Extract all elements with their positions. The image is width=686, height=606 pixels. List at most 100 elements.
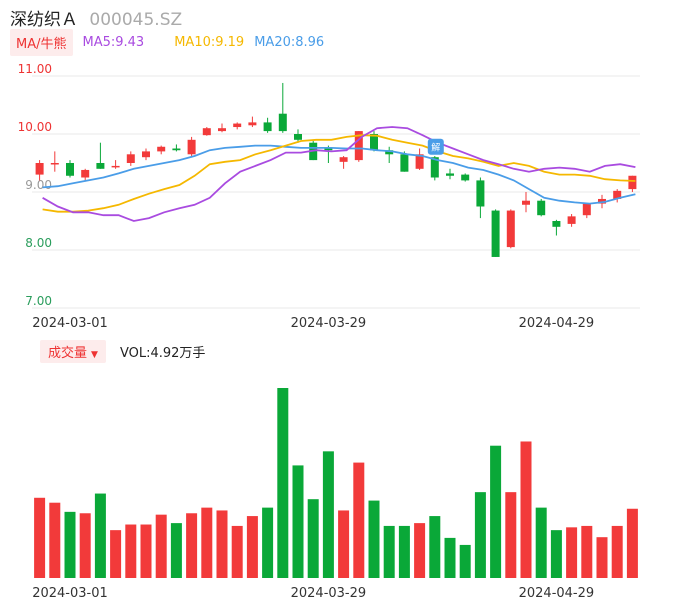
volume-bar: [246, 516, 258, 578]
volume-bar: [216, 510, 228, 578]
ma5-line: [42, 126, 636, 222]
candle-body: [111, 165, 120, 168]
volume-bar: [490, 445, 502, 578]
volume-bar: [520, 441, 532, 578]
candle-body: [233, 123, 242, 128]
volume-bar: [368, 500, 380, 578]
volume-bar: [186, 513, 198, 578]
unlock-badge[interactable]: 解: [427, 138, 444, 155]
volume-bar: [353, 462, 365, 578]
volume-bar: [505, 492, 517, 578]
candle-body: [582, 203, 591, 216]
candle-body: [81, 169, 90, 178]
candle-body: [446, 173, 454, 176]
candle-body: [172, 148, 181, 151]
volume-bar: [550, 530, 562, 578]
candle-body: [522, 200, 530, 205]
volume-bar: [596, 537, 608, 578]
unlock-badge-box: [427, 138, 444, 155]
price-x-axis-labels: 2024-03-01 2024-03-29 2024-04-29: [32, 316, 594, 331]
candle-body: [400, 154, 409, 172]
volume-bar: [155, 514, 167, 578]
volume-bar: [611, 525, 623, 578]
candle-body: [339, 157, 348, 162]
candle-body: [66, 163, 74, 176]
ma5-value: MA5:9.43: [82, 34, 145, 50]
candle-body: [476, 180, 485, 207]
volume-bar: [140, 524, 152, 578]
candle-body: [415, 154, 424, 169]
ma-legend-bar: MA/牛熊 MA5:9.43 MA10:9.19 MA20:8.96: [10, 28, 354, 56]
candle-body: [370, 134, 378, 151]
stock-title: 深纺织Ａ 000045.SZ: [10, 5, 182, 30]
ma20-line: [42, 144, 636, 205]
volume-toggle-label: 成交量: [48, 345, 88, 361]
volume-bar: [459, 544, 471, 578]
price-tick-label: 9.00: [25, 178, 52, 192]
volume-bar: [383, 525, 395, 578]
candlestick-series: [35, 82, 637, 257]
ma10-line: [42, 134, 636, 213]
volume-bar: [444, 537, 456, 578]
volume-bar: [94, 493, 106, 578]
candle-body: [567, 216, 576, 224]
volume-bar: [34, 497, 46, 578]
candle-body: [628, 175, 637, 190]
volume-bar: [338, 510, 350, 578]
price-tick-label: 7.00: [25, 294, 52, 308]
price-tick-label: 10.00: [18, 120, 52, 134]
volume-bar: [170, 523, 182, 578]
volume-bar: [414, 523, 426, 578]
candle-body: [187, 139, 196, 155]
candle-body: [324, 148, 333, 151]
price-grid: [32, 75, 640, 309]
candle-body: [552, 221, 561, 227]
candle-body: [157, 146, 166, 152]
candle-body: [491, 210, 500, 257]
volume-bar: [79, 513, 91, 578]
volume-bar: [474, 492, 486, 578]
chevron-down-icon: ▼: [91, 349, 98, 360]
volume-bar: [277, 388, 289, 578]
x-tick-label: 2024-03-29: [291, 586, 367, 601]
volume-bar: [262, 507, 274, 578]
volume-bar: [49, 502, 61, 578]
price-tick-label: 8.00: [25, 236, 52, 250]
stock-name: 深纺织Ａ: [10, 10, 78, 30]
x-tick-label: 2024-03-01: [32, 316, 108, 331]
candle-body: [598, 198, 606, 204]
volume-bar: [125, 524, 137, 578]
candle-body: [385, 150, 394, 155]
volume-series: [34, 388, 638, 578]
stock-code: 000045.SZ: [89, 10, 183, 30]
volume-bar: [322, 451, 334, 578]
volume-value: VOL:4.92万手: [119, 345, 206, 361]
volume-toggle-button[interactable]: 成交量 ▼: [40, 339, 106, 363]
candle-body: [278, 113, 287, 132]
candle-body: [50, 163, 59, 165]
candle-body: [35, 163, 44, 175]
x-tick-label: 2024-04-29: [519, 586, 595, 601]
volume-bar: [566, 527, 578, 578]
price-axis-labels: 11.00 10.00 9.00 8.00 7.00: [18, 62, 52, 308]
candle-body: [354, 131, 363, 161]
volume-bar: [64, 511, 76, 578]
candle-body: [248, 122, 257, 126]
volume-x-axis-labels: 2024-03-01 2024-03-29 2024-04-29: [32, 586, 594, 601]
volume-bar: [398, 525, 410, 578]
candle-body: [537, 200, 546, 216]
volume-bar: [307, 499, 319, 578]
candle-body: [263, 122, 272, 132]
candle-body: [96, 163, 105, 169]
x-tick-label: 2024-04-29: [519, 316, 595, 331]
ma20-value: MA20:8.96: [254, 34, 325, 50]
volume-bar: [110, 530, 122, 578]
candle-body: [461, 174, 470, 181]
unlock-badge-text: 解: [431, 141, 440, 153]
volume-bar: [535, 507, 547, 578]
candle-body: [142, 151, 150, 158]
candle-body: [126, 154, 135, 163]
candle-body: [613, 190, 622, 199]
ma-toggle-button[interactable]: MA/牛熊: [10, 28, 73, 56]
